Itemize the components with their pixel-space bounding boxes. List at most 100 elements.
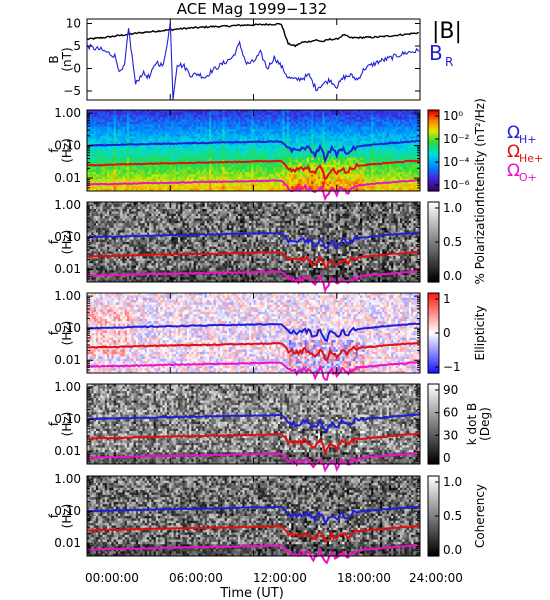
spectrogram-cell [160,139,163,142]
spectrogram-cell [211,158,214,161]
spectrogram-cell [313,174,316,177]
spectrogram-cell [380,129,383,132]
spectrogram-cell [276,146,279,149]
spectrogram-cell [289,131,292,134]
spectrogram-cell [271,158,274,161]
spectrogram-cell [342,179,345,182]
spectrogram-cell [118,153,121,156]
spectrogram-cell [165,139,168,142]
spectrogram-cell [373,146,376,149]
spectrogram-cell [398,167,401,170]
spectrogram-cell [305,117,308,120]
spectrogram-cell [365,115,368,118]
spectrogram-cell [302,117,305,120]
spectrogram-cell [182,129,185,132]
spectrogram-cell [140,112,143,115]
spectrogram-cell [229,186,232,189]
spectrogram-cell [229,131,232,134]
spectrogram-cell [360,170,363,173]
spectrogram-cell [296,112,299,115]
spectrogram-cell [125,112,128,115]
spectrogram-cell [129,151,132,154]
spectrogram-cell [293,127,296,130]
spectrogram-cell [256,153,259,156]
spectrogram-cell [220,120,223,123]
spectrogram-cell [167,122,170,125]
spectrogram-cell [151,158,154,161]
spectrogram-cell [149,115,152,118]
spectrogram-cell [234,153,237,156]
spectrogram-cell [365,139,368,142]
spectrogram-cell [209,172,212,175]
spectrogram-cell [240,165,243,168]
spectrogram-cell [242,165,245,168]
spectrogram-cell [393,146,396,149]
spectrogram-cell [398,170,401,173]
spectrogram-cell [145,146,148,149]
spectrogram-cell [178,167,181,170]
spectrogram-cell [238,112,241,115]
spectrogram-cell [351,112,354,115]
spectrogram-cell [280,129,283,132]
spectrogram-cell [111,129,114,132]
spectrogram-cell [202,134,205,137]
spectrogram-cell [322,127,325,130]
spectrogram-cell [340,136,343,139]
spectrogram-cell [138,139,141,142]
spectrogram-cell [171,165,174,168]
spectrogram-cell [216,167,219,170]
spectrogram-cell [222,112,225,115]
spectrogram-cell [382,155,385,158]
spectrogram-cell [207,172,210,175]
spectrogram-cell [91,155,94,158]
spectrogram-cell [96,134,99,137]
spectrogram-cell [358,148,361,151]
spectrogram-cell [278,155,281,158]
spectrogram-cell [214,167,217,170]
spectrogram-cell [187,165,190,168]
spectrogram-cell [103,136,106,139]
spectrogram-cell [109,134,112,137]
spectrogram-cell [96,139,99,142]
spectrogram-cell [220,172,223,175]
spectrogram-cell [218,131,221,134]
spectrogram-cell [318,177,321,180]
spectrogram-cell [367,167,370,170]
spectrogram-cell [291,174,294,177]
spectrogram-cell [205,170,208,173]
spectrogram-cell [382,112,385,115]
spectrogram-cell [400,184,403,187]
spectrogram-cell [258,165,261,168]
spectrogram-cell [260,117,263,120]
spectrogram-cell [276,131,279,134]
spectrogram-cell [265,143,268,146]
spectrogram-cell [320,153,323,156]
spectrogram-cell [269,151,272,154]
spectrogram-cell [404,165,407,168]
spectrogram-cell [369,155,372,158]
spectrogram-cell [202,136,205,139]
spectrogram-cell [278,151,281,154]
spectrogram-cell [198,170,201,173]
spectrogram-cell [116,158,119,161]
spectrogram-cell [367,124,370,127]
spectrogram-cell [107,120,110,123]
spectrogram-cell [205,124,208,127]
spectrogram-cell [331,158,334,161]
spectrogram-cell [156,186,159,189]
spectrogram-cell [111,120,114,123]
spectrogram-cell [276,129,279,132]
spectrogram-cell [387,186,390,189]
spectrogram-cell [136,115,139,118]
spectrogram-cell [380,122,383,125]
spectrogram-cell [371,151,374,154]
spectrogram-cell [98,155,101,158]
spectrogram-cell [371,131,374,134]
spectrogram-cell [307,117,310,120]
spectrogram-cell [134,122,137,125]
spectrogram-cell [245,155,248,158]
spectrogram-cell [189,136,192,139]
spectrogram-cell [151,115,154,118]
spectrogram-cell [105,141,108,144]
spectrogram-cell [178,153,181,156]
